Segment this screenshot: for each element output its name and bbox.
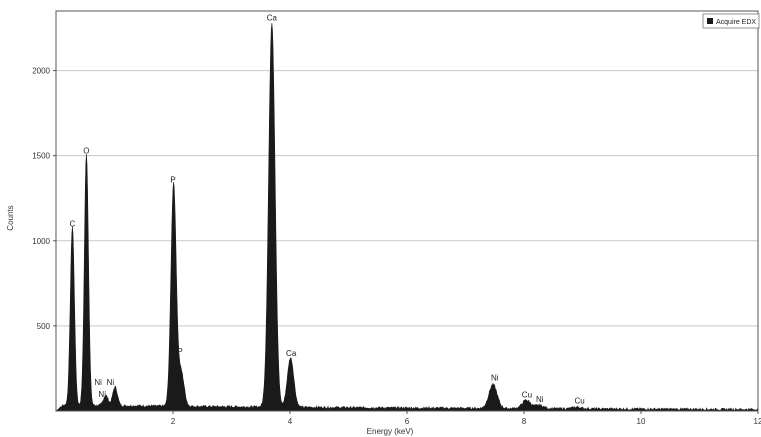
x-tick-label: 2	[171, 417, 176, 426]
x-axis-title: Energy (keV)	[367, 427, 414, 436]
legend-swatch	[707, 18, 713, 24]
peak-label-ni: Ni	[98, 390, 106, 399]
x-tick-label: 6	[405, 417, 410, 426]
y-axis: 500 1000 1500 2000	[32, 67, 56, 331]
x-tick-label: 8	[522, 417, 527, 426]
peak-label-ni: Ni	[94, 378, 102, 387]
peak-label-cu: Cu	[574, 397, 584, 406]
y-tick-label: 500	[37, 322, 51, 331]
y-tick-label: 1000	[32, 237, 50, 246]
y-tick-label: 2000	[32, 67, 50, 76]
y-tick-label: 1500	[32, 152, 50, 161]
peak-label-cu: Cu	[522, 391, 532, 400]
peak-label-ni: Ni	[107, 378, 115, 387]
peak-label-ni: Ni	[491, 374, 499, 383]
x-tick-label: 12	[754, 417, 761, 426]
peak-label-p: P	[177, 347, 182, 356]
y-axis-title: Counts	[6, 205, 15, 230]
peak-label-o: O	[83, 146, 89, 155]
legend-label: Acquire EDX	[716, 19, 756, 26]
peak-label-c: C	[69, 220, 75, 229]
peak-label-p: P	[170, 175, 175, 184]
plot-area	[55, 23, 759, 412]
x-axis: 2 4 6 8 10 12	[171, 411, 761, 426]
x-tick-label: 4	[288, 417, 293, 426]
peak-label-ca: Ca	[267, 14, 278, 23]
peak-label-ca: Ca	[286, 349, 297, 358]
peak-label-ni: Ni	[536, 395, 544, 404]
legend-box	[702, 13, 760, 29]
x-tick-label: 10	[637, 417, 646, 426]
spectrum-series	[55, 23, 759, 412]
legend: Acquire EDX	[702, 13, 760, 29]
